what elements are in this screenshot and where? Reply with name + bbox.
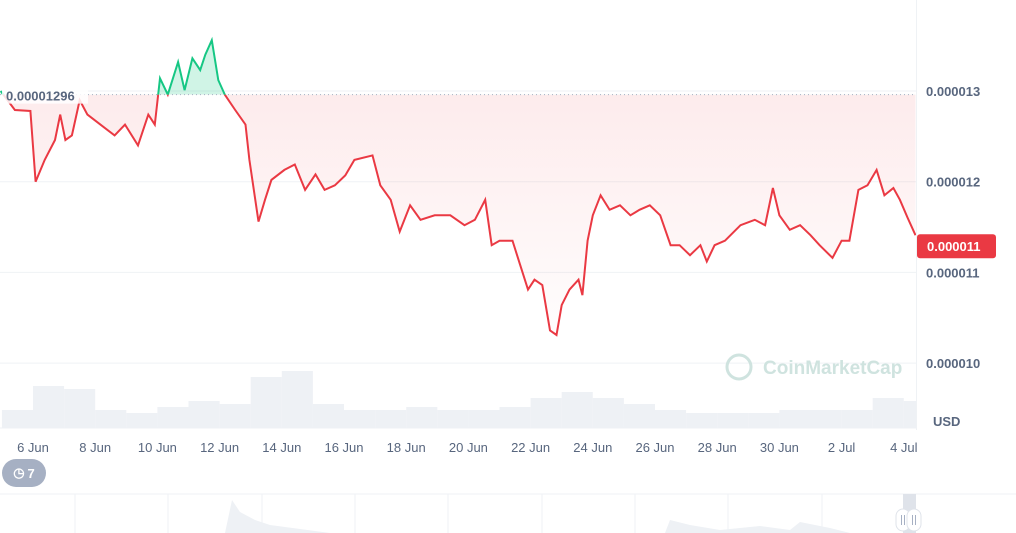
x-tick-label: 28 Jun [698,440,737,455]
history-count: 7 [27,465,35,481]
price-line-up [0,36,227,95]
volume-bar [157,407,189,428]
volume-bar [530,398,562,428]
x-tick-label: 6 Jun [17,440,49,455]
y-tick-label: 0.000013 [926,84,980,99]
x-tick-label: 4 Jul [890,440,918,455]
currency-label: USD [933,414,960,429]
volume-bar [437,410,469,428]
x-tick-label: 12 Jun [200,440,239,455]
volume-bar [188,401,220,428]
navigator[interactable] [0,493,1016,533]
x-tick-label: 22 Jun [511,440,550,455]
volume-bar [717,413,749,428]
history-clock-icon: ◷ [13,465,25,480]
volume-bar [655,410,687,428]
x-tick-label: 24 Jun [573,440,612,455]
volume-bar [344,410,376,428]
navigator-handle[interactable] [906,508,922,532]
volume-bar [375,410,407,428]
volume-bar [872,398,904,428]
x-tick-label: 8 Jun [79,440,111,455]
coinmarketcap-watermark: CoinMarketCap [725,353,902,381]
volume-bar [810,410,842,428]
navigator-volume-area [665,520,850,533]
coinmarketcap-logo-icon [725,353,753,381]
volume-bar [468,410,500,428]
volume-bar [250,377,282,428]
x-tick-label: 2 Jul [828,440,856,455]
x-tick-label: 18 Jun [387,440,426,455]
volume-bar [686,413,718,428]
current-price-tag [917,234,996,259]
y-tick-label: 0.000012 [926,175,980,190]
history-badge[interactable]: ◷ 7 [2,459,46,487]
volume-bar [281,371,313,428]
x-tick-label: 10 Jun [138,440,177,455]
y-tick-label: 0.000011 [926,265,980,280]
volume-bar [33,386,65,428]
reference-price-label: 0.00001296 [6,89,75,104]
volume-bar [903,401,916,428]
navigator-volume-area [225,500,330,533]
volume-bar [779,410,811,428]
volume-bar [219,404,251,428]
pause-grip-icon [906,508,922,532]
volume-bar [592,398,624,428]
volume-bar [64,389,96,428]
x-tick-label: 16 Jun [324,440,363,455]
current-price-label: 0.000011 [927,239,981,254]
volume-bar [1,410,34,428]
volume-bar [312,404,344,428]
price-line-down [2,94,916,337]
x-tick-label: 20 Jun [449,440,488,455]
reference-label-bg [2,83,88,104]
volume-bar [499,407,531,428]
price-area-above-reference [0,40,225,95]
volume-bar [406,407,438,428]
volume-bar [623,404,655,428]
x-tick-label: 26 Jun [635,440,674,455]
volume-bar [561,392,593,428]
volume-bar [95,410,127,428]
price-area-below-reference [0,94,916,335]
watermark-text: CoinMarketCap [763,358,902,379]
x-tick-label: 30 Jun [760,440,799,455]
volume-bar [126,413,158,428]
y-tick-label: 0.000010 [926,356,980,371]
volume-bar [841,410,873,428]
x-tick-label: 14 Jun [262,440,301,455]
volume-bar [748,413,780,428]
